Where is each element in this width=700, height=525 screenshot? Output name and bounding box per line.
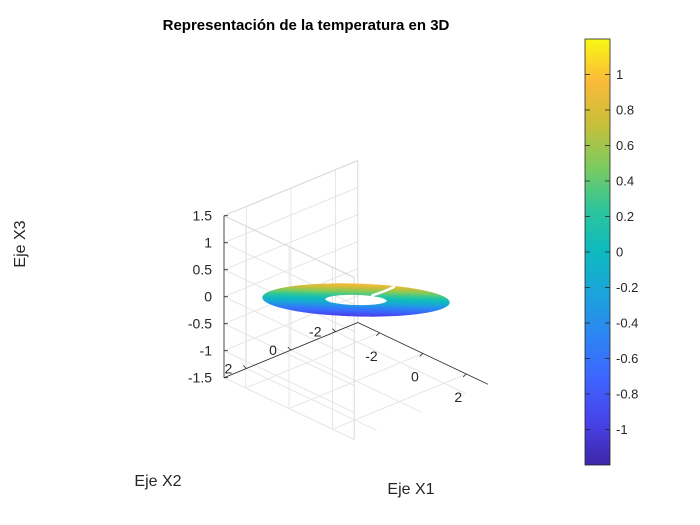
colorbar-tick-label: -0.8: [616, 387, 638, 402]
surface: [262, 283, 450, 317]
z-tick-label: 0: [204, 289, 212, 305]
y-tick-label: 2: [225, 361, 233, 377]
colorbar-tick-label: -1: [616, 422, 628, 437]
y-tick-mark: [243, 365, 247, 369]
colorbar-tick-label: 1: [616, 67, 623, 82]
colorbar-tick-label: -0.4: [616, 316, 638, 331]
chart-title: Representación de la temperatura en 3D: [163, 17, 450, 34]
x-tick-mark: [462, 373, 467, 378]
y-axis-label: Eje X2: [134, 473, 181, 490]
box-edge: [223, 215, 355, 278]
z-tick-label: 1: [204, 235, 212, 251]
y-tick-mark: [287, 346, 292, 351]
grid-line: [290, 349, 422, 413]
x-tick-label: 0: [411, 368, 419, 384]
y-tick-label: 0: [269, 342, 277, 358]
y-tick-label: -2: [309, 324, 322, 340]
colorbar-tick-label: 0.6: [616, 138, 634, 153]
y-tick-mark: [332, 328, 336, 332]
z-tick-label: 1.5: [193, 208, 213, 224]
x-tick-mark: [376, 332, 380, 337]
colorbar-tick-label: 0.8: [616, 103, 634, 118]
axis-ticks: -2 0 2 -2 0 2 -1.5 -1 -0.5 0 0.5 1 1.5: [188, 208, 489, 405]
z-tick-label: -0.5: [188, 316, 212, 332]
colorbar-ticks: -1 -0.8 -0.6 -0.4 -0.2 0 0.2 0.4 0.6 0.8 1: [585, 67, 638, 437]
seam-curve: [370, 285, 396, 297]
colorbar-tick-label: 0.4: [616, 174, 634, 189]
x-tick-mark: [419, 353, 424, 357]
z-tick-label: 0.5: [193, 262, 213, 278]
grid-line: [246, 368, 377, 431]
surface-patch: [340, 314, 350, 317]
z-tick-label: -1: [200, 343, 213, 359]
surface-patch: [364, 315, 374, 317]
surface-patch: [371, 315, 383, 317]
colorbar-tick-label: 0: [616, 245, 623, 260]
colorbar-tick-label: -0.2: [616, 280, 638, 295]
z-axis-label: Eje X3: [12, 220, 29, 267]
x-tick-label: 2: [454, 389, 462, 405]
seam-line: [370, 285, 396, 297]
colorbar-tick-label: -0.6: [616, 351, 638, 366]
x-axis-label: Eje X1: [387, 481, 434, 498]
grid-line: [335, 331, 466, 394]
surface-patch: [331, 313, 343, 316]
surface-patch: [356, 315, 366, 317]
z-tick-label: -1.5: [188, 370, 212, 386]
x-tick-label: -2: [365, 348, 378, 364]
box-edge: [223, 160, 358, 217]
colorbar-tick-label: 0.2: [616, 209, 634, 224]
surface-patch: [348, 314, 358, 317]
